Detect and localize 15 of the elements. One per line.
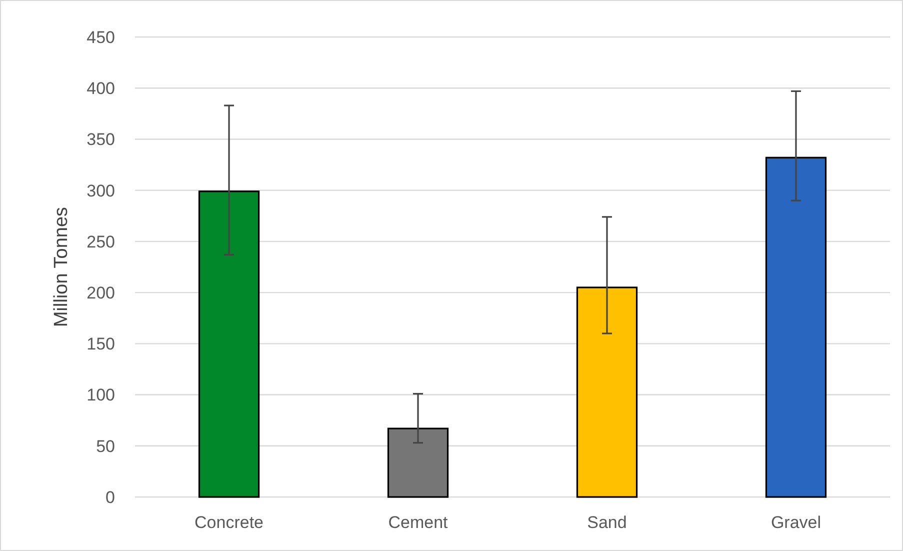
y-tick-label: 200 <box>86 284 115 303</box>
y-tick-label: 250 <box>86 232 115 252</box>
x-tick-label: Sand <box>587 513 627 532</box>
x-tick-label: Concrete <box>194 513 264 532</box>
y-tick-label: 450 <box>86 28 115 47</box>
y-tick-label: 100 <box>86 386 115 405</box>
y-tick-label: 50 <box>96 436 115 456</box>
y-tick-label: 0 <box>106 488 115 507</box>
y-tick-label: 350 <box>86 130 115 150</box>
y-tick-label: 150 <box>86 334 115 354</box>
x-tick-label: Gravel <box>770 513 822 532</box>
x-tick-label: Cement <box>388 513 448 532</box>
y-axis-title: Million Tonnes <box>51 206 72 328</box>
y-tick-label: 400 <box>86 79 115 98</box>
y-tick-label: 300 <box>86 181 115 200</box>
